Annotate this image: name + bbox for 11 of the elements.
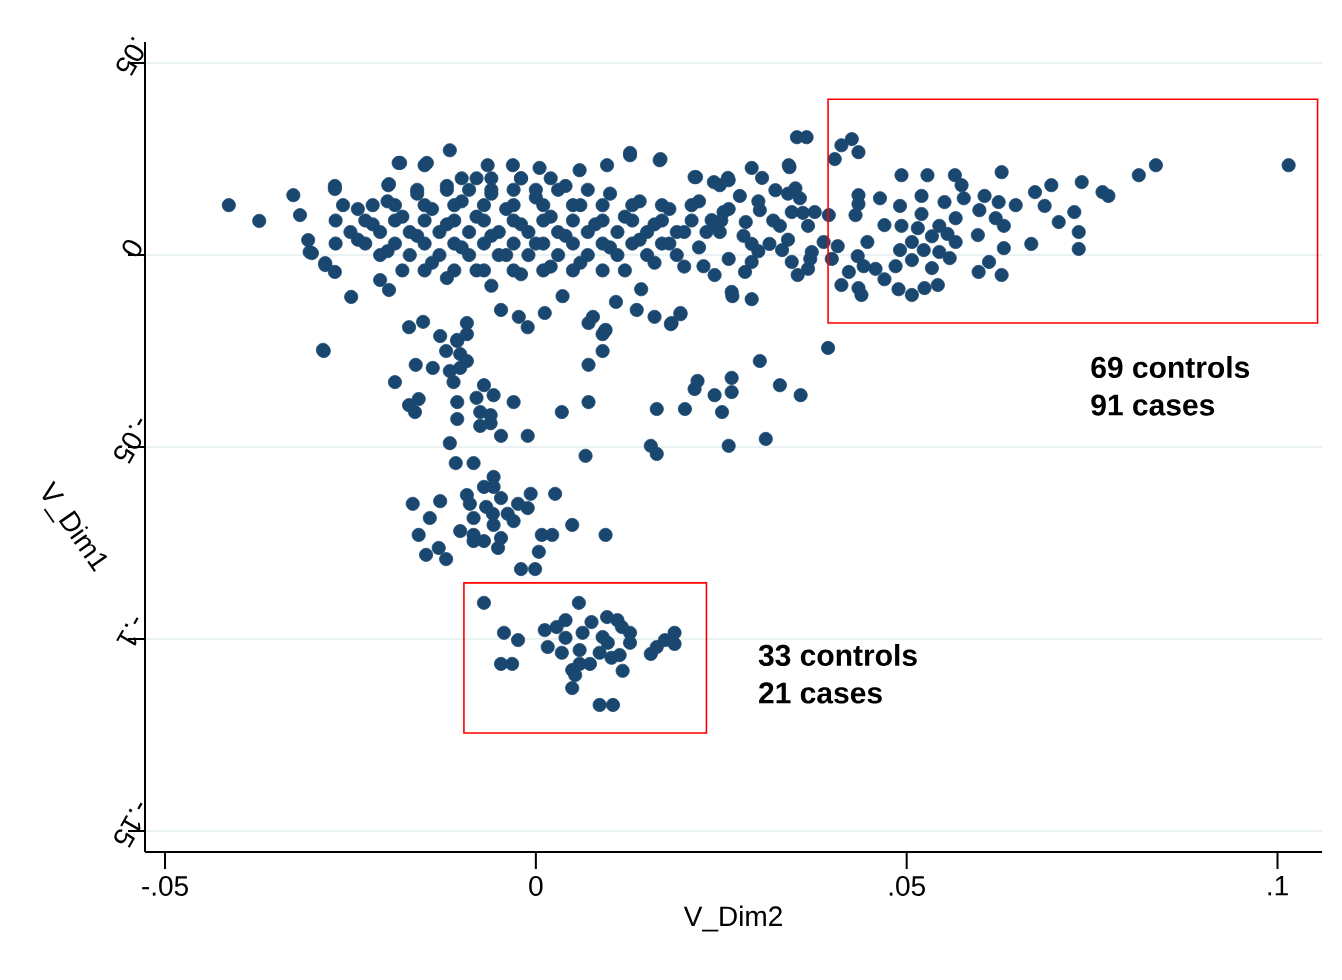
x-tick-label: -.05 bbox=[142, 876, 188, 896]
annotation: 33 controls bbox=[758, 643, 917, 667]
y-tick-label: -.15 bbox=[114, 802, 143, 848]
x-tick-label: 0 bbox=[529, 876, 543, 896]
x-tick-label: .05 bbox=[889, 876, 925, 896]
annotation: 21 cases bbox=[759, 682, 882, 704]
annotation: 69 controls bbox=[1091, 356, 1250, 379]
x-tick-label: .1 bbox=[1268, 876, 1288, 896]
y-tick-label: .05 bbox=[116, 36, 144, 76]
x-axis-title: V_Dim2 bbox=[683, 905, 782, 932]
annotation: 91 cases bbox=[1091, 394, 1215, 416]
